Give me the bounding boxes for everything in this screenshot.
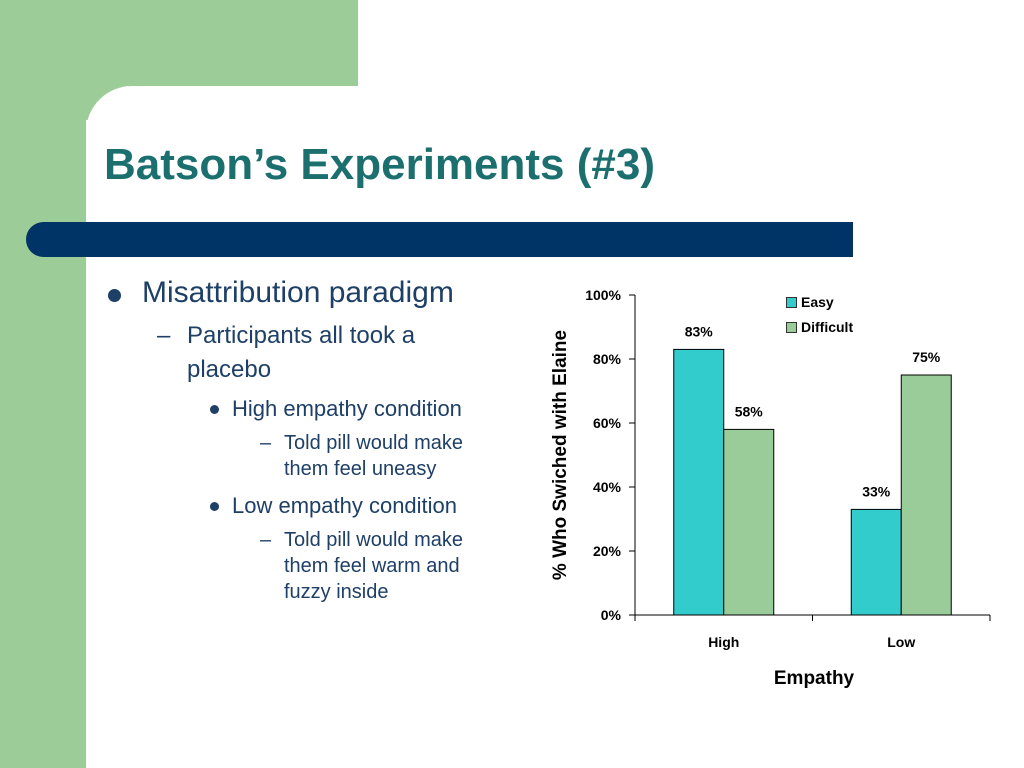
- bar-difficult-low: [900, 374, 952, 616]
- dash-icon: –: [157, 322, 171, 349]
- bullet-dot-icon: [210, 502, 219, 511]
- legend-label: Difficult: [801, 319, 854, 335]
- y-tick-label: 100%: [585, 287, 621, 303]
- bullet-level4-low: – Told pill would make them feel warm an…: [260, 527, 463, 605]
- axes-layer: [629, 294, 991, 621]
- dash-icon: –: [260, 432, 272, 454]
- y-tick-label: 0%: [601, 607, 622, 623]
- bullet-level3-high: High empathy condition: [210, 396, 462, 422]
- bullet-text-line: them feel warm and: [284, 555, 460, 577]
- bullet-text-line: fuzzy inside: [284, 581, 389, 603]
- bar-easy-low: [850, 508, 902, 616]
- x-tick-label: Low: [887, 634, 915, 650]
- slide-title: Batson’s Experiments (#3): [104, 140, 655, 189]
- bar-easy-high: [673, 348, 725, 616]
- y-tick-label: 60%: [593, 415, 622, 431]
- bullet-text-line: placebo: [187, 356, 272, 383]
- y-tick-label: 40%: [593, 479, 622, 495]
- data-label: 58%: [735, 403, 764, 419]
- bullet-level1: Misattribution paradigm: [108, 276, 454, 310]
- bullet-level4-high: – Told pill would make them feel uneasy: [260, 430, 463, 482]
- data-label: 83%: [685, 323, 714, 339]
- legend-swatch: [786, 297, 797, 308]
- bullet-text: Misattribution paradigm: [142, 276, 454, 309]
- dash-icon: –: [260, 529, 272, 551]
- bar-difficult-high: [723, 428, 775, 616]
- bullet-text-line: them feel uneasy: [284, 458, 437, 480]
- content-panel: [86, 86, 1024, 768]
- x-axis-title: Empathy: [774, 668, 855, 689]
- data-label: 75%: [912, 349, 941, 365]
- bullet-text-line: Told pill would make: [284, 529, 463, 551]
- legend-swatch: [786, 322, 797, 333]
- bullet-level2: – Participants all took a placebo: [157, 319, 416, 387]
- bars-layer: [673, 348, 952, 616]
- background-green-strip: [0, 0, 86, 768]
- bullet-text: High empathy condition: [232, 396, 462, 421]
- bullet-text-line: Participants all took a: [187, 322, 416, 349]
- bullet-level3-low: Low empathy condition: [210, 493, 458, 519]
- legend-label: Easy: [801, 294, 834, 310]
- bullet-dot-icon: [108, 289, 121, 302]
- x-tick-label: High: [708, 634, 739, 650]
- bullet-dot-icon: [210, 405, 219, 414]
- y-tick-label: 20%: [593, 543, 622, 559]
- bullet-text-line: Told pill would make: [284, 432, 463, 454]
- y-axis-title: % Who Swiched with Elaine: [550, 330, 571, 580]
- bullet-text: Low empathy condition: [232, 493, 458, 518]
- y-tick-label: 80%: [593, 351, 622, 367]
- labels-layer: 83% 58% High 33% 75% Low 0% 20% 40% 60% 80% 100%: [585, 287, 941, 650]
- data-label: 33%: [862, 483, 891, 499]
- title-underline-bar: [26, 222, 853, 257]
